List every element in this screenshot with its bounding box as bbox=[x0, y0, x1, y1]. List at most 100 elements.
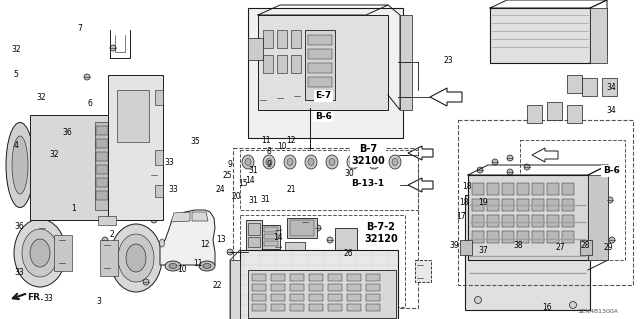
Ellipse shape bbox=[552, 108, 559, 116]
Bar bbox=[490, 8, 590, 63]
Bar bbox=[240, 150, 418, 210]
Ellipse shape bbox=[607, 84, 614, 92]
Text: 10: 10 bbox=[177, 265, 188, 274]
Bar bbox=[468, 175, 588, 260]
Text: 23: 23 bbox=[443, 56, 453, 65]
Bar bbox=[155, 90, 163, 105]
Bar bbox=[100, 240, 118, 276]
Bar bbox=[532, 199, 544, 211]
Bar bbox=[517, 231, 529, 243]
Ellipse shape bbox=[118, 234, 154, 282]
Ellipse shape bbox=[39, 225, 45, 231]
Bar bbox=[520, 140, 625, 260]
Ellipse shape bbox=[169, 263, 177, 269]
Bar bbox=[502, 183, 514, 195]
Ellipse shape bbox=[277, 95, 283, 101]
Ellipse shape bbox=[308, 159, 314, 166]
Ellipse shape bbox=[392, 159, 398, 166]
Bar bbox=[248, 237, 260, 247]
Bar bbox=[588, 175, 608, 260]
Bar bbox=[248, 38, 263, 60]
Text: 27: 27 bbox=[555, 243, 565, 252]
Ellipse shape bbox=[151, 217, 157, 223]
Ellipse shape bbox=[350, 159, 356, 166]
Text: 16: 16 bbox=[542, 303, 552, 312]
Bar bbox=[347, 284, 361, 291]
Bar bbox=[487, 183, 499, 195]
Bar bbox=[366, 304, 380, 311]
Text: 32: 32 bbox=[11, 45, 21, 54]
Ellipse shape bbox=[242, 155, 254, 169]
Text: 35: 35 bbox=[190, 137, 200, 146]
Ellipse shape bbox=[263, 155, 275, 169]
Ellipse shape bbox=[474, 296, 481, 303]
Text: 2: 2 bbox=[109, 230, 115, 239]
Ellipse shape bbox=[102, 237, 108, 243]
Ellipse shape bbox=[609, 237, 615, 243]
Ellipse shape bbox=[227, 249, 233, 255]
Ellipse shape bbox=[59, 237, 65, 243]
Bar bbox=[460, 240, 472, 255]
Ellipse shape bbox=[507, 169, 513, 175]
Ellipse shape bbox=[572, 111, 579, 119]
Polygon shape bbox=[171, 212, 190, 222]
Ellipse shape bbox=[524, 164, 530, 170]
Ellipse shape bbox=[22, 229, 58, 277]
Bar bbox=[291, 30, 301, 48]
Ellipse shape bbox=[260, 97, 266, 103]
Ellipse shape bbox=[371, 159, 377, 166]
Polygon shape bbox=[532, 148, 558, 162]
Bar bbox=[252, 294, 266, 301]
Bar bbox=[366, 294, 380, 301]
Ellipse shape bbox=[292, 265, 298, 271]
Bar bbox=[230, 260, 240, 319]
Bar bbox=[277, 30, 287, 48]
Bar bbox=[290, 274, 304, 281]
Bar bbox=[271, 304, 285, 311]
Text: 7: 7 bbox=[77, 24, 83, 33]
Bar bbox=[472, 199, 484, 211]
Bar bbox=[248, 8, 403, 138]
Bar bbox=[248, 223, 260, 235]
Bar bbox=[547, 199, 559, 211]
Text: 17: 17 bbox=[456, 212, 466, 221]
Text: 29: 29 bbox=[603, 243, 613, 252]
Bar bbox=[472, 231, 484, 243]
Ellipse shape bbox=[347, 155, 359, 169]
Bar bbox=[54, 235, 72, 271]
Bar bbox=[547, 102, 562, 120]
Bar bbox=[283, 250, 299, 262]
Bar bbox=[415, 260, 431, 282]
Ellipse shape bbox=[417, 275, 423, 281]
Text: 25: 25 bbox=[222, 171, 232, 180]
Text: 21: 21 bbox=[287, 185, 296, 194]
Text: 37: 37 bbox=[478, 246, 488, 255]
Bar bbox=[240, 215, 405, 307]
Text: 36: 36 bbox=[14, 222, 24, 231]
Ellipse shape bbox=[570, 197, 577, 204]
Bar bbox=[532, 231, 544, 243]
Bar bbox=[271, 294, 285, 301]
Bar bbox=[308, 49, 332, 59]
Text: 39: 39 bbox=[449, 241, 460, 250]
Bar bbox=[309, 304, 323, 311]
Ellipse shape bbox=[287, 159, 293, 166]
Bar bbox=[547, 215, 559, 227]
Ellipse shape bbox=[326, 155, 338, 169]
Bar bbox=[96, 191, 108, 200]
Bar bbox=[246, 220, 262, 250]
Polygon shape bbox=[408, 178, 433, 192]
Text: B-6: B-6 bbox=[603, 166, 620, 175]
Text: 13: 13 bbox=[216, 235, 226, 244]
Text: 30: 30 bbox=[344, 169, 354, 178]
Text: 32: 32 bbox=[49, 150, 60, 159]
Bar bbox=[347, 304, 361, 311]
Ellipse shape bbox=[203, 263, 211, 269]
Ellipse shape bbox=[607, 197, 613, 203]
Polygon shape bbox=[160, 210, 215, 265]
Bar bbox=[290, 304, 304, 311]
Ellipse shape bbox=[101, 216, 109, 224]
Bar bbox=[271, 274, 285, 281]
Bar bbox=[277, 55, 287, 73]
Bar bbox=[264, 241, 278, 246]
